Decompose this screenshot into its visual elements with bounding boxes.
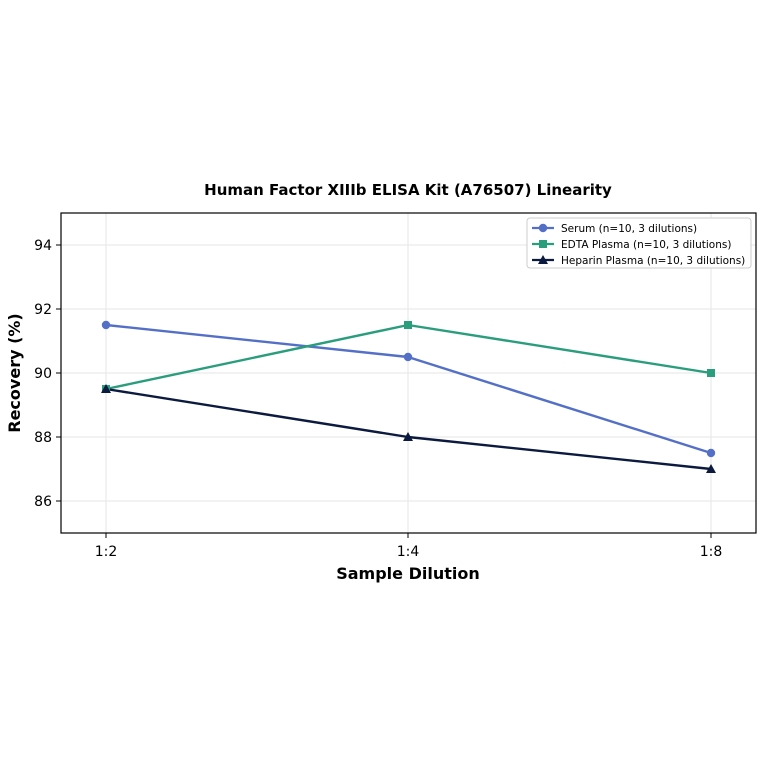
x-tick-label: 1:8 (700, 544, 723, 560)
x-axis-label: Sample Dilution (336, 564, 480, 583)
y-tick-label: 86 (34, 494, 52, 510)
legend-label-edta: EDTA Plasma (n=10, 3 dilutions) (561, 239, 731, 251)
chart-title: Human Factor XIIIb ELISA Kit (A76507) Li… (204, 181, 612, 199)
data-point-edta (707, 369, 715, 377)
y-axis-label: Recovery (%) (5, 313, 24, 432)
legend-box (526, 217, 752, 269)
y-tick-label: 94 (34, 238, 52, 254)
data-point-serum (101, 320, 111, 330)
y-tick-label: 88 (34, 430, 52, 446)
data-point-heparin (403, 432, 413, 441)
data-point-heparin (101, 384, 111, 393)
x-axis: 1:2 1:4 1:8 (95, 533, 723, 560)
legend-marker-serum (538, 223, 548, 233)
y-tick-label: 90 (34, 366, 52, 382)
y-axis: 86 88 90 92 94 (34, 238, 61, 510)
legend-marker-edta (539, 240, 547, 248)
y-tick-label: 92 (34, 302, 52, 318)
legend-marker-heparin (538, 255, 548, 264)
data-point-serum (706, 448, 716, 458)
series-markers (101, 320, 716, 473)
legend-label-serum: Serum (n=10, 3 dilutions) (561, 223, 697, 235)
data-point-heparin (706, 464, 716, 473)
legend-label-heparin: Heparin Plasma (n=10, 3 dilutions) (561, 255, 745, 267)
legend: Serum (n=10, 3 dilutions) EDTA Plasma (n=… (526, 217, 752, 269)
x-tick-label: 1:2 (95, 544, 118, 560)
data-point-edta (404, 321, 412, 329)
x-tick-label: 1:4 (397, 544, 420, 560)
data-point-serum (403, 352, 413, 362)
